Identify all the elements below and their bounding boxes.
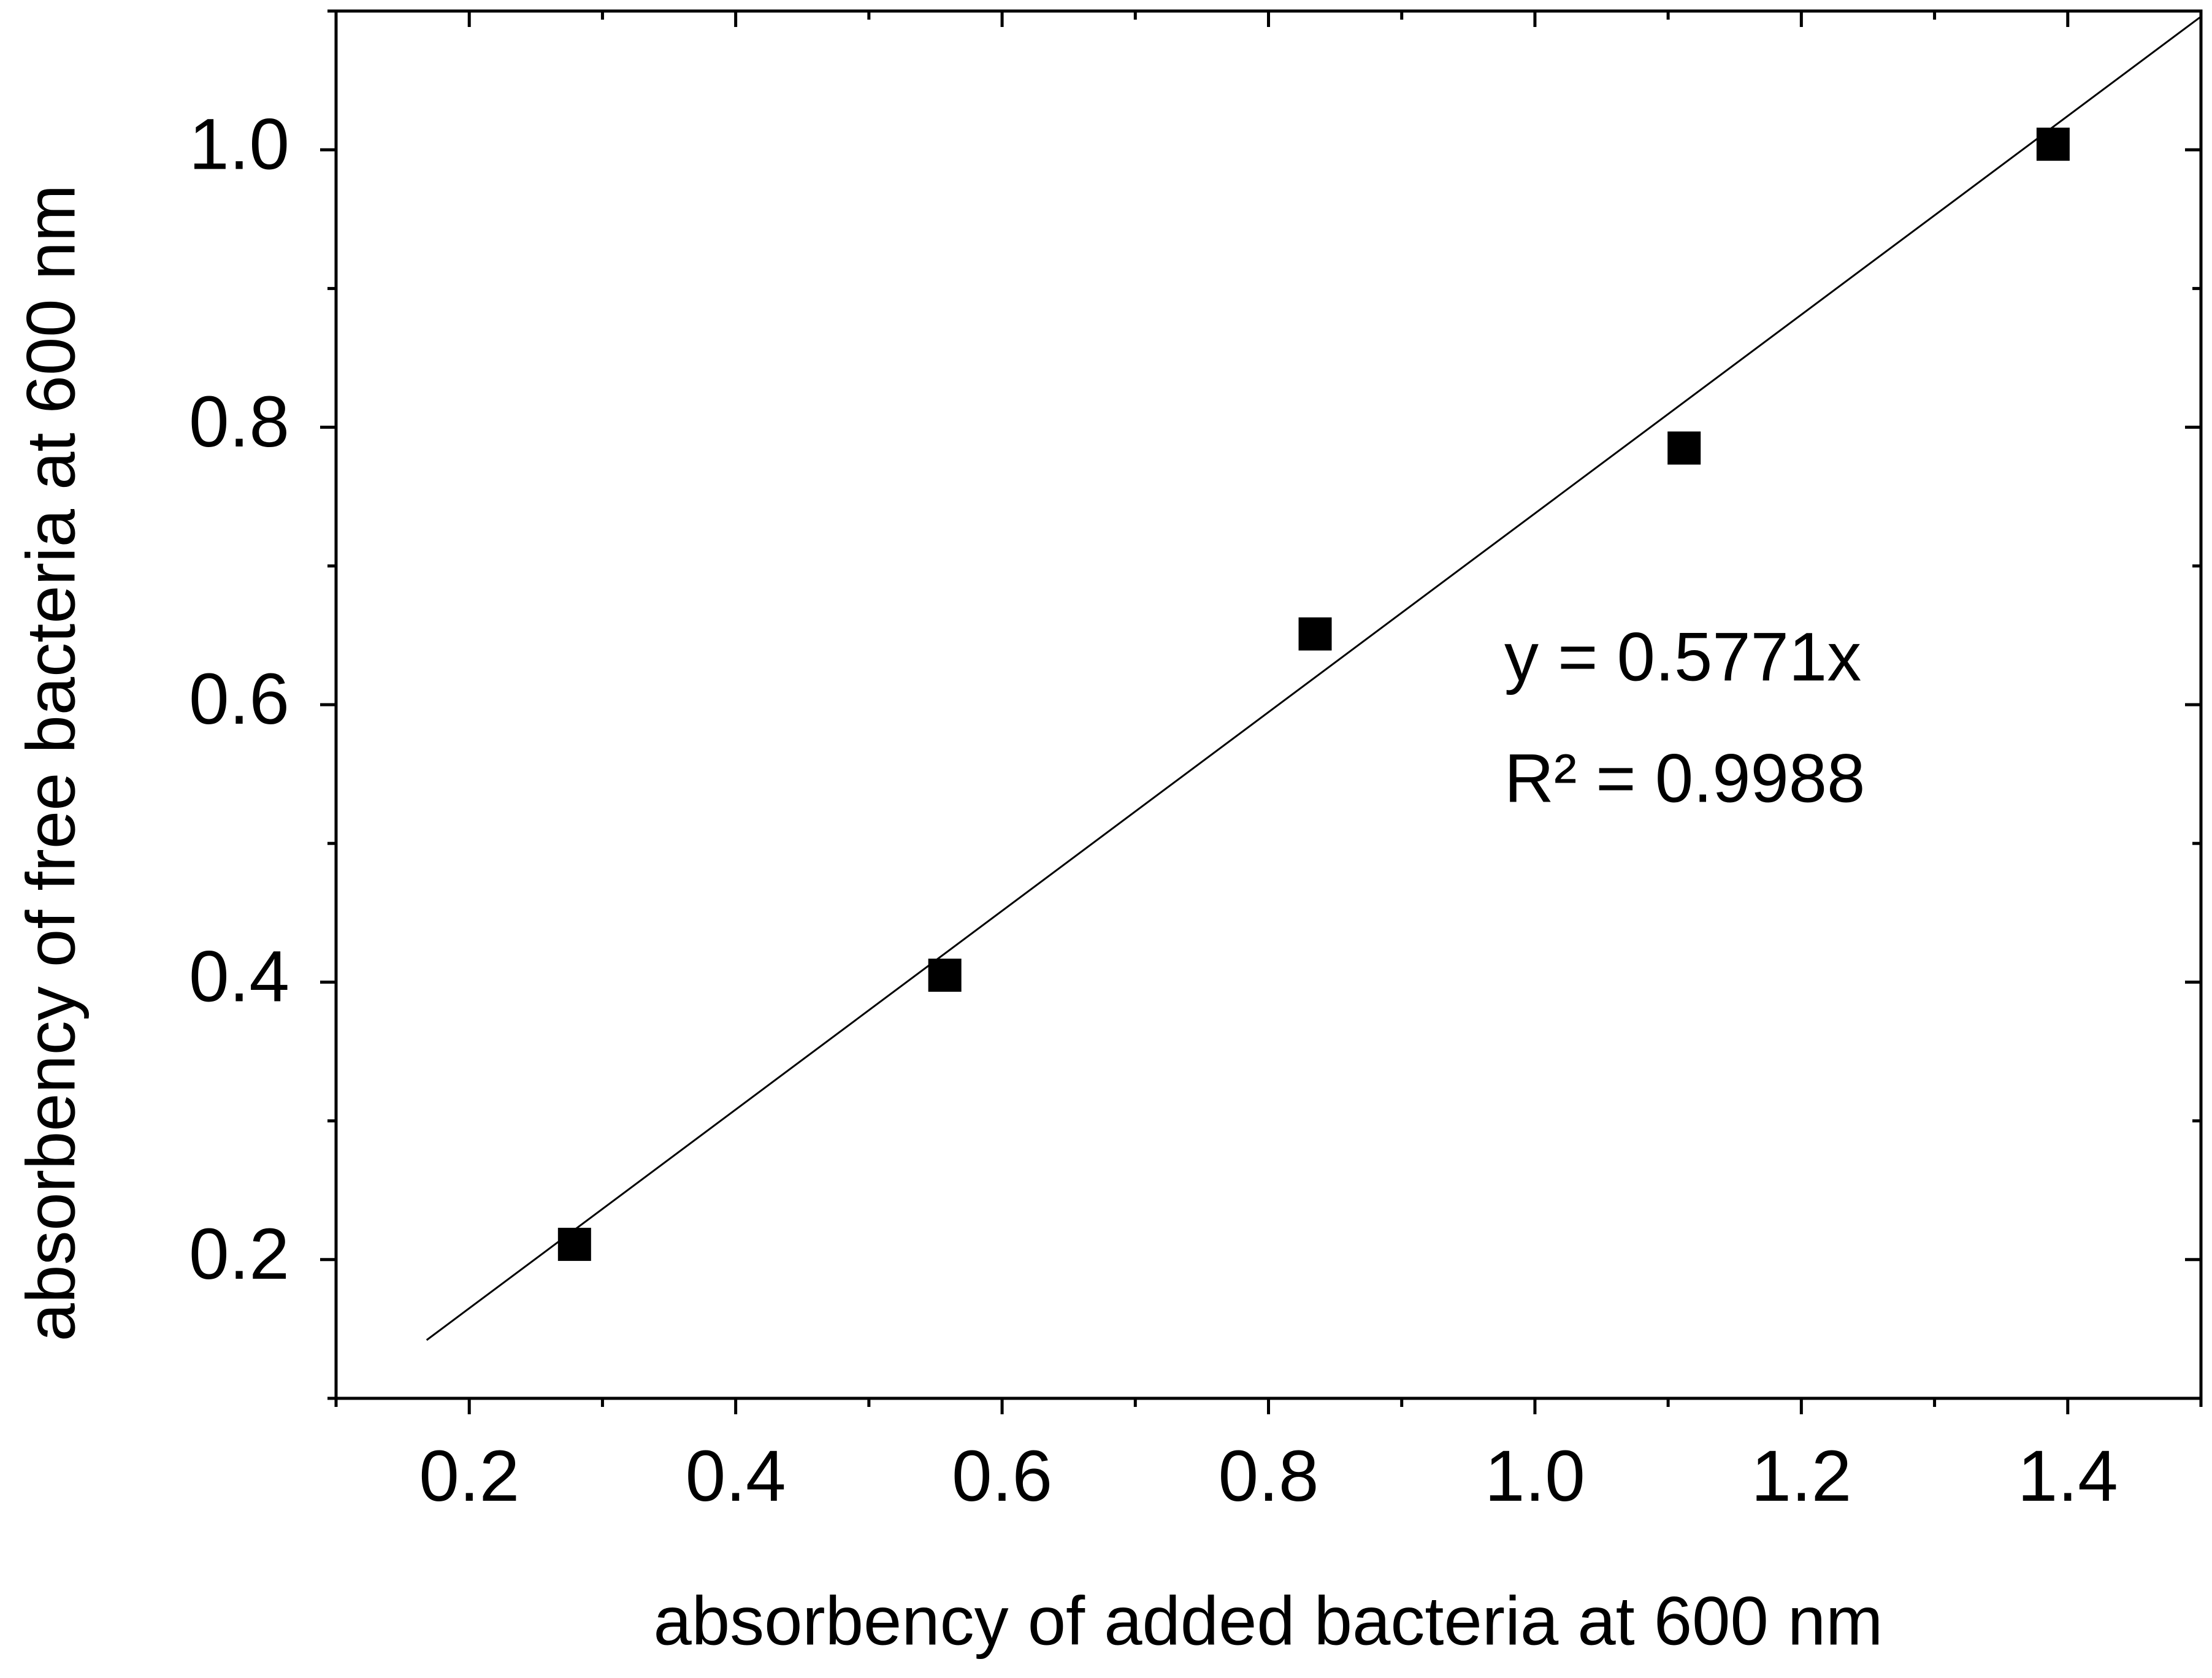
x-tick-label: 1.2 bbox=[1751, 1436, 1851, 1517]
x-tick-label: 0.4 bbox=[686, 1436, 786, 1517]
point bbox=[1298, 617, 1332, 651]
y-tick-label: 1.0 bbox=[189, 104, 289, 185]
y-tick-label: 0.4 bbox=[189, 937, 289, 1017]
x-tick-label: 0.2 bbox=[419, 1436, 519, 1517]
x-tick-label: 0.6 bbox=[952, 1436, 1052, 1517]
fit-line bbox=[426, 15, 2202, 1341]
y-tick-label: 0.6 bbox=[189, 659, 289, 740]
annotation: R² = 0.9988 bbox=[1504, 740, 1865, 817]
x-tick-label: 0.8 bbox=[1218, 1436, 1318, 1517]
point bbox=[2036, 128, 2070, 161]
y-tick-label: 0.2 bbox=[189, 1214, 289, 1295]
point bbox=[557, 1227, 591, 1261]
y-axis-title: absorbency of free bacteria at 600 nm bbox=[13, 185, 90, 1341]
plot-frame bbox=[334, 9, 2203, 1400]
y-tick-label: 0.8 bbox=[189, 381, 289, 462]
x-tick-label: 1.0 bbox=[1485, 1436, 1585, 1517]
annotation: y = 0.5771x bbox=[1504, 619, 1861, 695]
x-axis-title: absorbency of added bacteria at 600 nm bbox=[654, 1583, 1883, 1660]
point bbox=[1667, 431, 1701, 465]
point bbox=[928, 959, 962, 992]
x-tick-label: 1.4 bbox=[2018, 1436, 2118, 1517]
